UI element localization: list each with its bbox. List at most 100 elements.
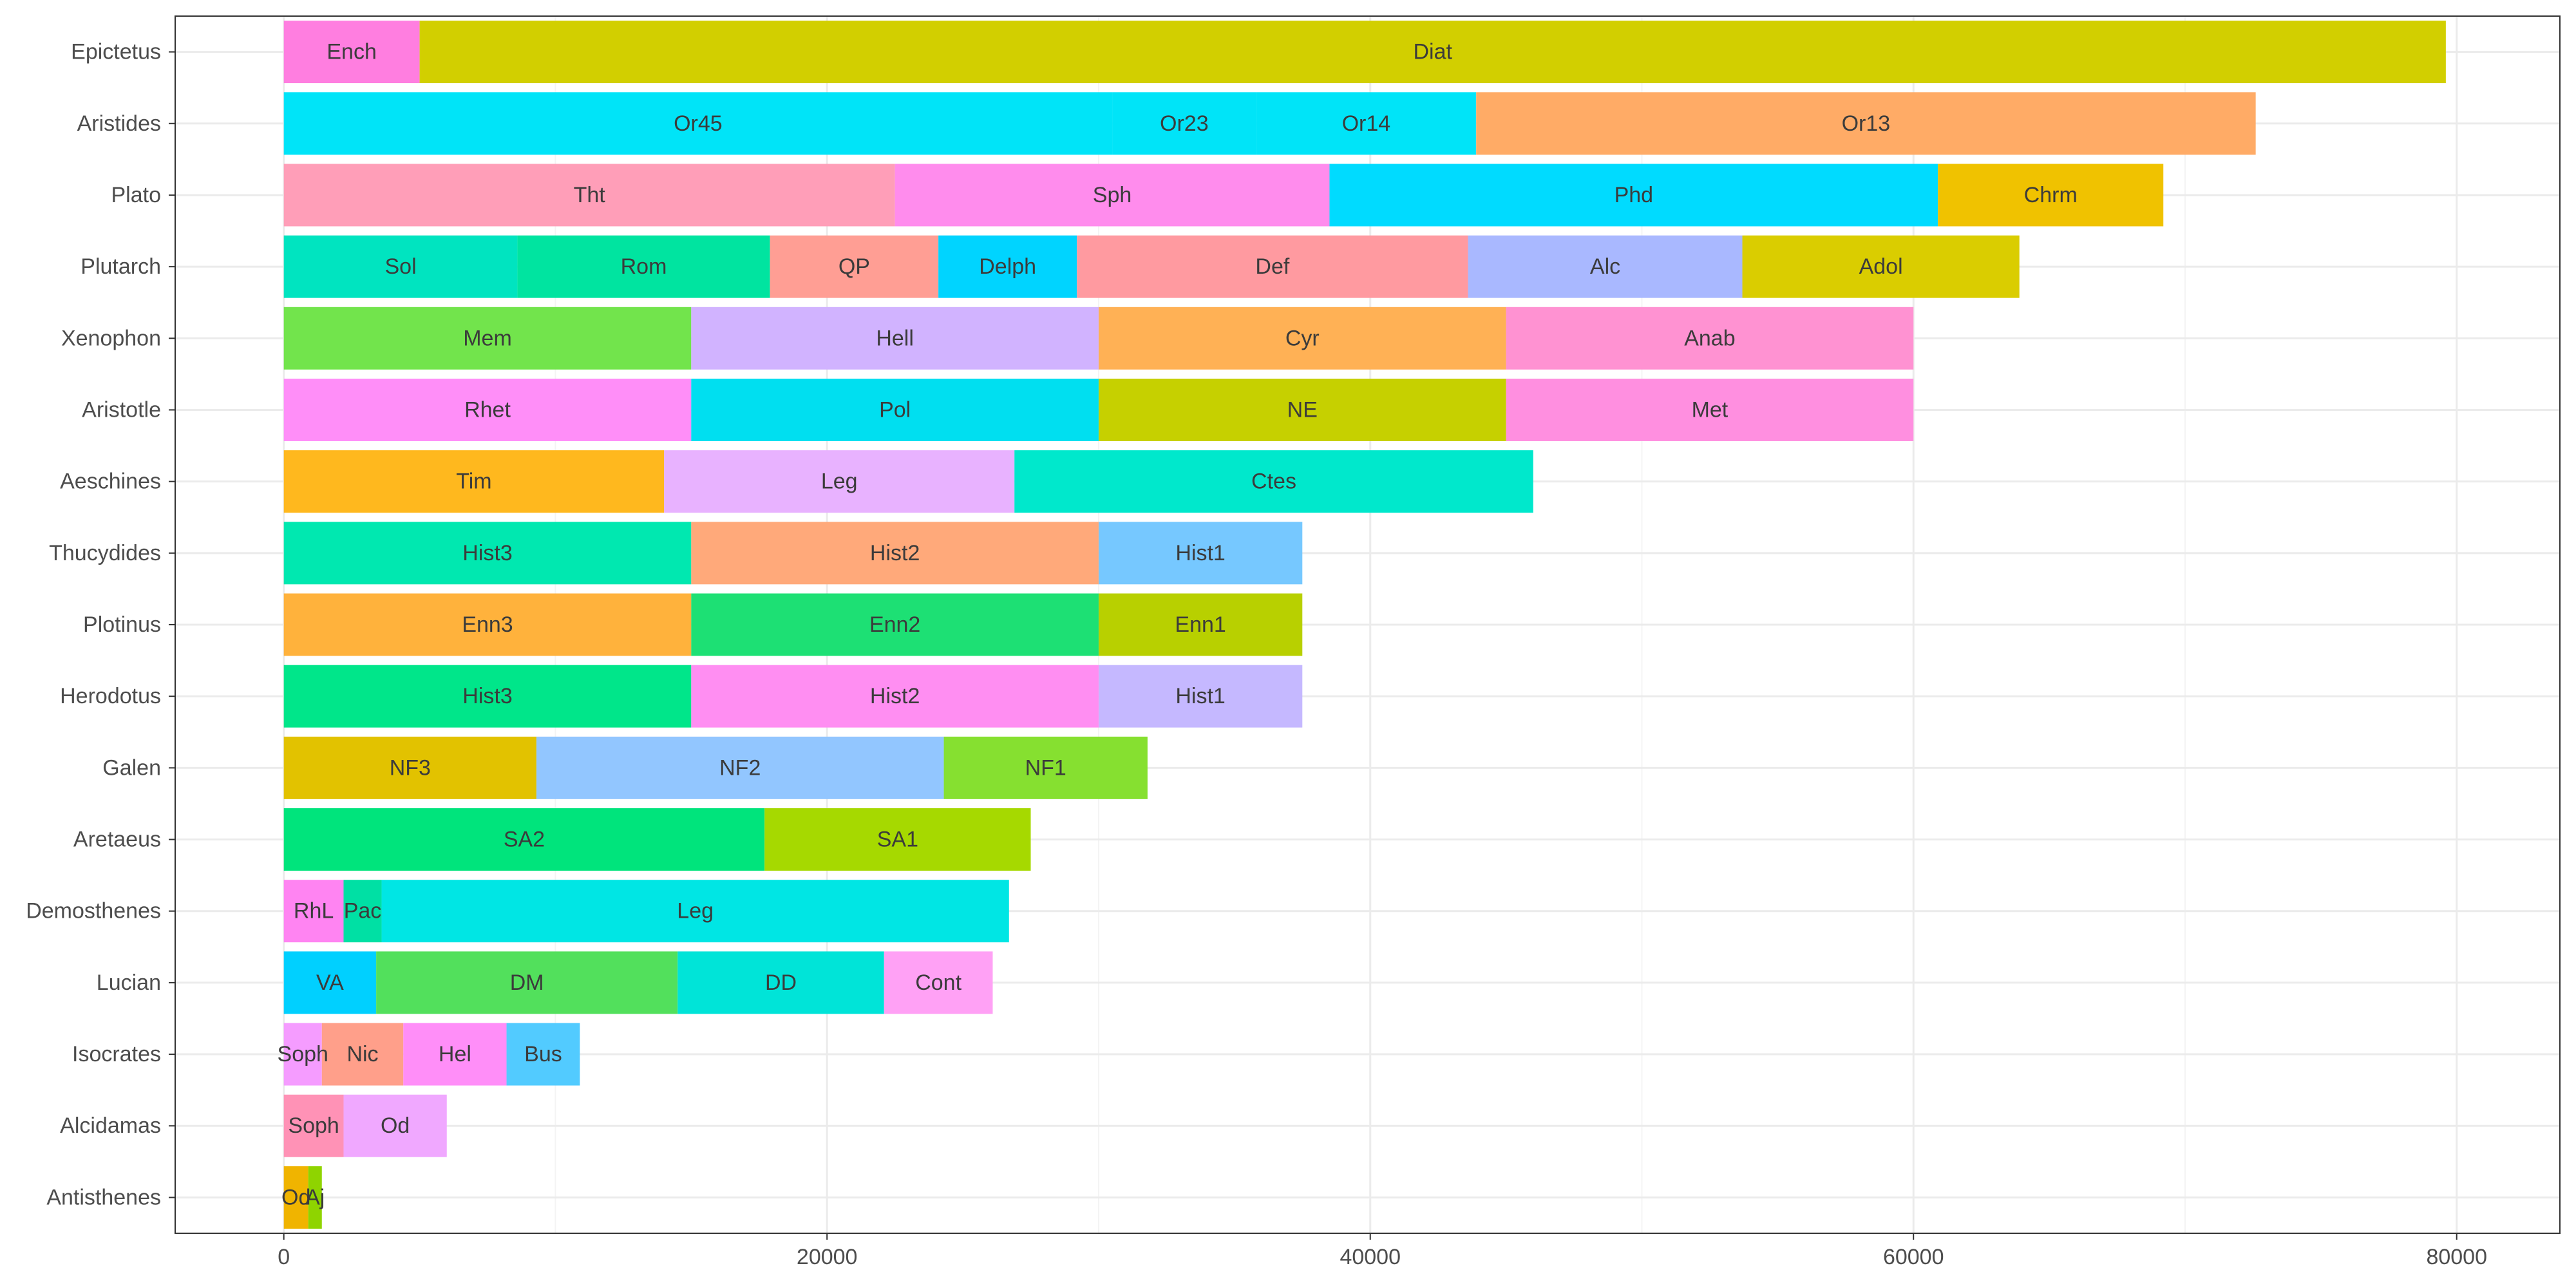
bar-segment — [283, 1166, 308, 1229]
bar-segment — [1468, 235, 1743, 298]
bar-segment — [1098, 307, 1506, 370]
bar-segment — [283, 307, 692, 370]
segment-label: Hist1 — [1175, 684, 1225, 708]
segment-label: NF3 — [390, 755, 431, 780]
segment-label: Ench — [327, 40, 377, 64]
bar-segment — [536, 736, 944, 799]
bar-plato: Tht Sph Phd Chrm — [283, 164, 2164, 227]
bar-segment — [283, 1023, 322, 1086]
segment-label: NF1 — [1025, 755, 1066, 780]
segment-label: Hel — [439, 1042, 471, 1066]
y-tick-label: Galen — [102, 755, 161, 780]
bar-segment — [308, 1166, 322, 1229]
x-axis: 0 20000 40000 60000 80000 — [278, 1233, 2487, 1269]
bar-herodotus: Hist3 Hist2 Hist1 — [283, 665, 1303, 728]
segment-label: Diat — [1413, 40, 1452, 64]
bar-segment — [895, 164, 1330, 227]
y-tick-label: Thucydides — [49, 541, 161, 565]
y-tick-label: Herodotus — [60, 684, 161, 708]
bar-segment — [691, 593, 1099, 656]
segment-label: Rom — [621, 254, 667, 279]
y-tick-label: Plutarch — [80, 254, 161, 279]
y-tick-label: Plato — [111, 183, 162, 207]
bar-segment — [1938, 164, 2164, 227]
y-tick-label: Lucian — [97, 971, 161, 995]
bar-segment — [283, 21, 420, 84]
bar-segment — [884, 951, 993, 1014]
y-tick-label: Alcidamas — [60, 1113, 161, 1138]
segment-label: Leg — [821, 469, 858, 494]
segment-label: Sph — [1093, 183, 1132, 207]
segment-label: Pac — [344, 899, 382, 923]
x-tick-label: 60000 — [1883, 1245, 1944, 1269]
bar-segment — [283, 880, 344, 943]
segment-label: Met — [1692, 397, 1728, 422]
bar-segment — [770, 235, 939, 298]
bar-segment — [1098, 665, 1303, 728]
bar-segment — [517, 235, 770, 298]
bar-segment — [691, 665, 1099, 728]
y-tick-label: Aristides — [77, 111, 161, 136]
bar-segment — [691, 522, 1099, 585]
bar-aeschines: Tim Leg Ctes — [283, 450, 1533, 513]
segment-label: Ctes — [1251, 469, 1296, 494]
y-tick-label: Antisthenes — [46, 1185, 161, 1209]
bar-segment — [283, 593, 692, 656]
bar-segment — [1329, 164, 1938, 227]
segment-label: Soph — [278, 1042, 328, 1066]
bar-segment — [1098, 593, 1303, 656]
y-tick-label: Aristotle — [82, 397, 161, 422]
bar-segment — [283, 450, 665, 513]
x-tick-label: 80000 — [2426, 1245, 2487, 1269]
bar-segment — [1506, 378, 1914, 441]
segment-label: Hist2 — [870, 684, 920, 708]
segment-label: Hist3 — [462, 684, 512, 708]
bar-aristides: Or45 Or23 Or14 Or13 — [283, 92, 2256, 155]
bar-segment — [419, 21, 2446, 84]
bar-segment — [283, 522, 692, 585]
x-tick-label: 0 — [278, 1245, 290, 1269]
bars: Ench Diat Or45 Or23 Or14 Or13 Tht Sph Phd Chrm Sol… — [278, 21, 2446, 1229]
bar-segment — [943, 736, 1148, 799]
bar-segment — [381, 880, 1009, 943]
bar-segment — [283, 951, 377, 1014]
bar-segment — [283, 378, 692, 441]
segment-label: Mem — [463, 326, 512, 350]
segment-label: Od — [281, 1185, 310, 1209]
bar-segment — [938, 235, 1077, 298]
y-tick-label: Demosthenes — [26, 899, 161, 923]
bar-segment — [283, 665, 692, 728]
segment-label: Sol — [384, 254, 416, 279]
bar-segment — [1098, 522, 1303, 585]
bar-segment — [1098, 378, 1506, 441]
bar-segment — [677, 951, 884, 1014]
x-tick-label: 20000 — [797, 1245, 858, 1269]
bar-lucian: VA DM DD Cont — [283, 951, 993, 1014]
segment-label: Phd — [1615, 183, 1654, 207]
segment-label: Leg — [677, 899, 714, 923]
bar-plotinus: Enn3 Enn2 Enn1 — [283, 593, 1303, 656]
segment-label: DD — [765, 971, 797, 995]
segment-label: Rhet — [464, 397, 511, 422]
segment-label: Or13 — [1842, 111, 1891, 136]
segment-label: Enn1 — [1175, 612, 1226, 637]
segment-label: Hist1 — [1175, 541, 1225, 565]
bar-galen: NF3 NF2 NF1 — [283, 736, 1148, 799]
bar-aristotle: Rhet Pol NE Met — [283, 378, 1914, 441]
bar-segment — [283, 164, 895, 227]
bar-segment — [283, 1094, 344, 1157]
segment-label: Bus — [524, 1042, 562, 1066]
y-tick-label: Epictetus — [71, 40, 161, 64]
bar-aretaeus: SA2 SA1 — [283, 808, 1031, 871]
bar-segment — [1112, 92, 1256, 155]
bar-segment — [764, 808, 1031, 871]
segment-label: Or23 — [1160, 111, 1209, 136]
y-tick-label: Plotinus — [83, 612, 161, 637]
segment-label: NF2 — [719, 755, 761, 780]
bar-segment — [343, 880, 382, 943]
bar-segment — [376, 951, 678, 1014]
bar-plutarch: Sol Rom QP Delph Def Alc Adol — [283, 235, 2020, 298]
segment-label: Soph — [288, 1113, 339, 1138]
bar-segment — [1742, 235, 2020, 298]
